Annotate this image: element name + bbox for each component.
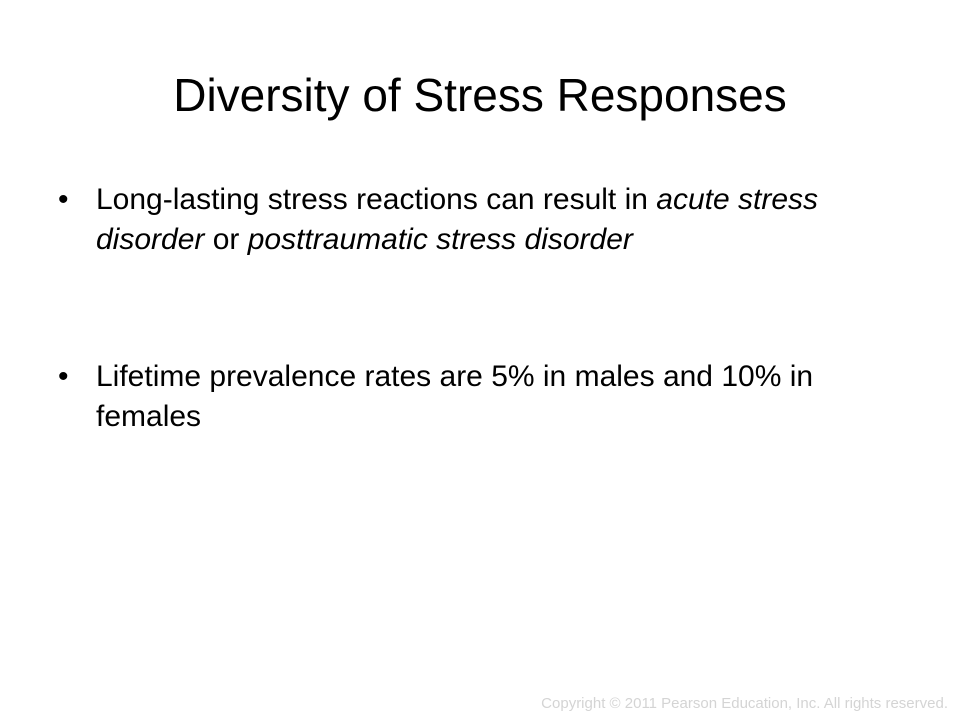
bullet-text-segment: Long-lasting stress reactions can result…: [96, 183, 657, 216]
bullet-text-segment: or: [204, 223, 248, 256]
bullet-item: • Lifetime prevalence rates are 5% in ma…: [58, 357, 888, 437]
bullet-item: • Long-lasting stress reactions can resu…: [58, 180, 888, 260]
bullet-text-segment: Lifetime prevalence rates are 5% in male…: [96, 360, 814, 433]
bullet-marker: •: [58, 360, 69, 393]
bullet-marker: •: [58, 183, 69, 216]
copyright-notice: Copyright © 2011 Pearson Education, Inc.…: [541, 695, 948, 712]
bullet-text-italic-term: acute stress disorder: [96, 183, 819, 256]
slide-title: Diversity of Stress Responses: [173, 69, 787, 121]
bullet-text-italic-term: posttraumatic stress disorder: [247, 223, 633, 256]
bullet-list: • Long-lasting stress reactions can resu…: [58, 180, 888, 437]
